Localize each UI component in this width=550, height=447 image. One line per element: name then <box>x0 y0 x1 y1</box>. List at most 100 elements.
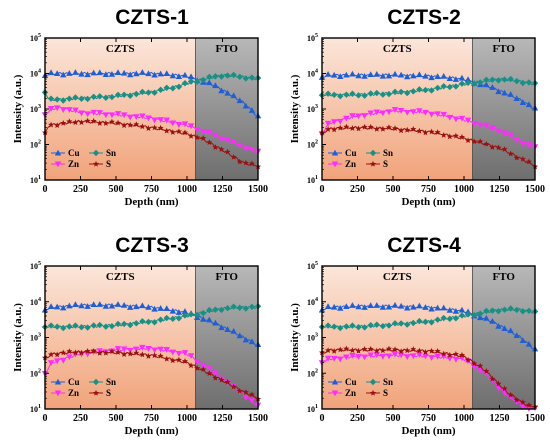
marker <box>483 140 490 147</box>
marker <box>163 70 170 77</box>
marker <box>324 120 332 127</box>
x-tick-label: 250 <box>350 184 365 195</box>
y-tick-exponent: 3 <box>38 333 41 339</box>
marker <box>200 129 207 135</box>
marker <box>373 302 380 308</box>
x-tick-label: 1250 <box>213 184 233 195</box>
marker <box>145 125 152 132</box>
chart-title: CZTS-1 <box>115 6 189 29</box>
region-czts <box>322 38 473 180</box>
marker <box>373 89 380 97</box>
marker <box>483 81 490 88</box>
marker <box>66 95 73 102</box>
y-tick-label: 101 <box>307 175 318 185</box>
marker <box>212 132 219 139</box>
marker <box>501 325 508 331</box>
marker <box>60 304 67 311</box>
marker <box>54 378 62 385</box>
y-tick-exponent: 4 <box>315 297 318 303</box>
y-tick-exponent: 4 <box>38 297 41 303</box>
marker <box>440 304 447 311</box>
marker <box>102 302 110 309</box>
marker <box>452 132 459 139</box>
marker <box>434 316 441 323</box>
marker <box>519 79 527 87</box>
y-tick-exponent: 5 <box>315 261 318 267</box>
marker <box>230 153 237 160</box>
marker <box>181 121 189 128</box>
marker <box>470 80 478 87</box>
marker <box>361 123 368 130</box>
marker <box>218 376 225 383</box>
marker <box>331 347 338 354</box>
y-tick-label: 105 <box>30 261 41 271</box>
marker <box>169 72 176 79</box>
y-tick-label: 101 <box>30 404 41 414</box>
marker <box>54 351 61 358</box>
marker <box>169 357 176 364</box>
marker <box>519 141 527 148</box>
x-axis-label: Depth (nm) <box>124 425 178 437</box>
marker <box>373 321 380 328</box>
marker <box>163 117 170 124</box>
legend-label: Cu <box>68 148 80 158</box>
marker <box>175 73 183 80</box>
marker <box>90 117 97 124</box>
chart-title: CZTS-3 <box>115 234 189 257</box>
marker <box>349 352 356 359</box>
marker <box>367 71 374 77</box>
y-tick-exponent: 4 <box>38 69 41 75</box>
marker <box>175 122 183 128</box>
marker <box>193 78 201 85</box>
marker <box>501 146 508 152</box>
marker <box>507 91 514 97</box>
marker <box>187 73 195 80</box>
x-tick-label: 1250 <box>213 413 233 424</box>
y-tick-exponent: 5 <box>38 261 41 267</box>
marker <box>54 122 61 129</box>
marker <box>127 71 134 78</box>
marker <box>84 71 91 78</box>
marker <box>324 71 332 77</box>
chart-panel: CZTS-1 CZTS FTO 0 250 500 750 1000 1250 1500 101 10… <box>12 6 268 208</box>
marker <box>102 323 110 330</box>
marker <box>434 111 441 118</box>
marker <box>525 307 533 314</box>
marker <box>519 399 526 405</box>
marker <box>385 303 393 310</box>
marker <box>379 303 387 310</box>
marker <box>519 337 527 344</box>
marker <box>422 109 429 116</box>
marker <box>212 370 219 377</box>
marker <box>483 122 490 129</box>
marker <box>127 114 134 121</box>
marker <box>53 105 61 112</box>
region-label: FTO <box>493 43 516 55</box>
y-tick-exponent: 1 <box>38 404 41 410</box>
marker <box>525 79 533 86</box>
marker <box>188 362 195 369</box>
marker <box>120 91 128 98</box>
marker <box>242 146 250 152</box>
marker <box>114 91 122 99</box>
marker <box>163 346 170 353</box>
y-tick-label: 103 <box>307 104 318 114</box>
marker <box>379 347 386 354</box>
marker <box>66 348 73 354</box>
marker <box>157 124 164 131</box>
marker <box>230 138 237 145</box>
marker <box>369 389 377 396</box>
marker <box>151 352 158 359</box>
marker <box>470 121 478 128</box>
marker <box>410 303 417 310</box>
y-axis-label: Intensity (a.u.) <box>12 74 24 143</box>
marker <box>47 322 55 329</box>
marker <box>66 302 73 309</box>
marker <box>416 347 423 354</box>
marker <box>193 311 201 319</box>
marker <box>404 110 411 116</box>
marker <box>72 69 79 75</box>
marker <box>96 120 103 126</box>
marker <box>477 367 484 374</box>
marker <box>102 349 109 356</box>
